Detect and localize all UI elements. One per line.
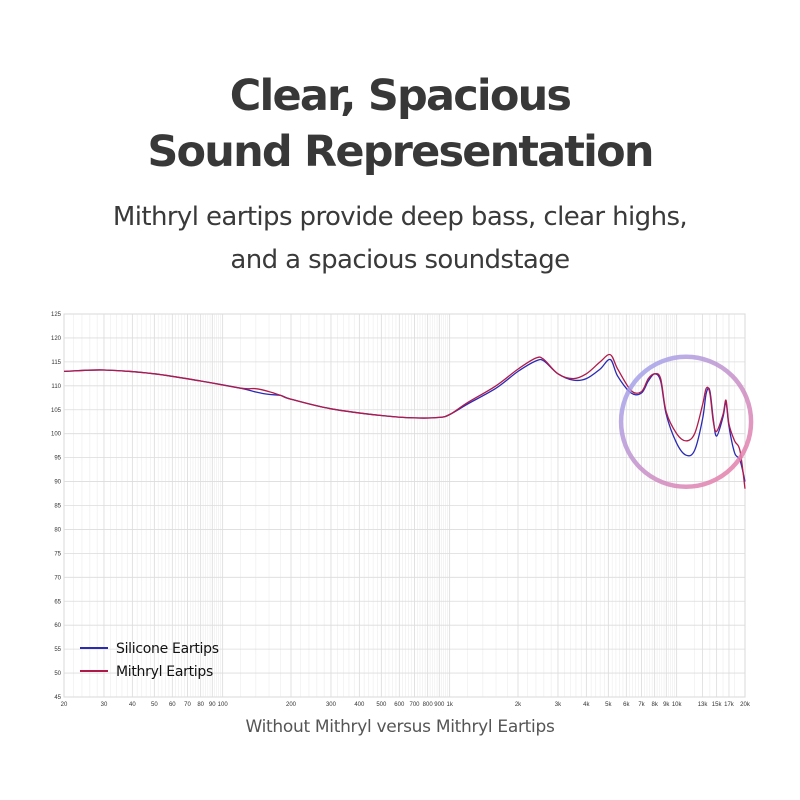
y-tick-label: 55 xyxy=(54,647,61,653)
x-tick-label: 700 xyxy=(409,702,420,708)
y-tick-label: 95 xyxy=(54,456,61,462)
x-tick-label: 8k xyxy=(651,702,658,708)
x-tick-label: 7k xyxy=(638,702,645,708)
x-tick-label: 30 xyxy=(101,702,108,708)
x-tick-label: 800 xyxy=(423,702,434,708)
series-line-mithryl-eartips xyxy=(63,353,746,489)
x-tick-label: 4k xyxy=(583,702,590,708)
x-tick-label: 17k xyxy=(724,702,735,708)
subtitle-line-2: and a spacious soundstage xyxy=(230,245,570,275)
x-tick-label: 300 xyxy=(326,702,337,708)
y-tick-label: 75 xyxy=(54,551,61,557)
y-tick-label: 105 xyxy=(51,408,62,414)
x-tick-label: 900 xyxy=(434,702,445,708)
x-tick-label: 500 xyxy=(376,702,387,708)
y-tick-label: 70 xyxy=(54,575,61,581)
y-tick-label: 120 xyxy=(51,336,62,342)
y-tick-label: 50 xyxy=(54,671,61,677)
x-tick-label: 100 xyxy=(218,702,229,708)
legend-label: Mithryl Eartips xyxy=(116,664,213,680)
x-tick-label: 20k xyxy=(740,702,751,708)
y-tick-label: 65 xyxy=(54,599,61,605)
highlight-circle xyxy=(618,354,754,489)
y-tick-label: 125 xyxy=(51,312,62,318)
y-tick-label: 80 xyxy=(54,527,61,533)
x-tick-label: 13k xyxy=(698,702,709,708)
subtitle-line-1: Mithryl eartips provide deep bass, clear… xyxy=(112,202,688,232)
x-tick-label: 90 xyxy=(209,702,216,708)
chart-caption: Without Mithryl versus Mithryl Eartips xyxy=(245,717,555,737)
y-tick-label: 90 xyxy=(54,480,61,486)
x-tick-label: 9k xyxy=(663,702,670,708)
y-tick-label: 115 xyxy=(51,360,61,366)
x-tick-label: 40 xyxy=(129,702,136,708)
y-tick-label: 100 xyxy=(51,432,62,438)
x-tick-label: 15k xyxy=(712,702,723,708)
y-tick-label: 45 xyxy=(54,695,61,701)
x-tick-label: 2k xyxy=(515,702,522,708)
x-tick-label: 50 xyxy=(151,702,158,708)
x-tick-label: 60 xyxy=(169,702,176,708)
x-tick-label: 5k xyxy=(605,702,612,708)
y-tick-label: 60 xyxy=(54,623,61,629)
x-tick-label: 70 xyxy=(184,702,191,708)
page-title-line-2: Sound Representation xyxy=(147,127,654,177)
x-tick-label: 6k xyxy=(623,702,630,708)
x-tick-label: 80 xyxy=(197,702,204,708)
frequency-response-chart: 20 30 40 50 60 70 80 90 100 200 300 400 500 600 700 800… xyxy=(0,300,800,720)
chart-svg: 20 30 40 50 60 70 80 90 100 200 300 400 500 600 700 800… xyxy=(51,312,754,708)
x-tick-label: 200 xyxy=(286,702,297,708)
y-tick-label: 110 xyxy=(51,384,61,390)
x-tick-label: 400 xyxy=(354,702,365,708)
x-tick-label: 10k xyxy=(672,702,683,708)
y-tick-label: 85 xyxy=(54,504,61,510)
page-title-line-1: Clear, Spacious xyxy=(229,71,572,121)
x-tick-label: 600 xyxy=(394,702,405,708)
x-tick-label: 1k xyxy=(446,702,453,708)
legend-label: Silicone Eartips xyxy=(116,641,219,657)
x-tick-label: 3k xyxy=(555,702,562,708)
x-tick-label: 20 xyxy=(61,702,68,708)
